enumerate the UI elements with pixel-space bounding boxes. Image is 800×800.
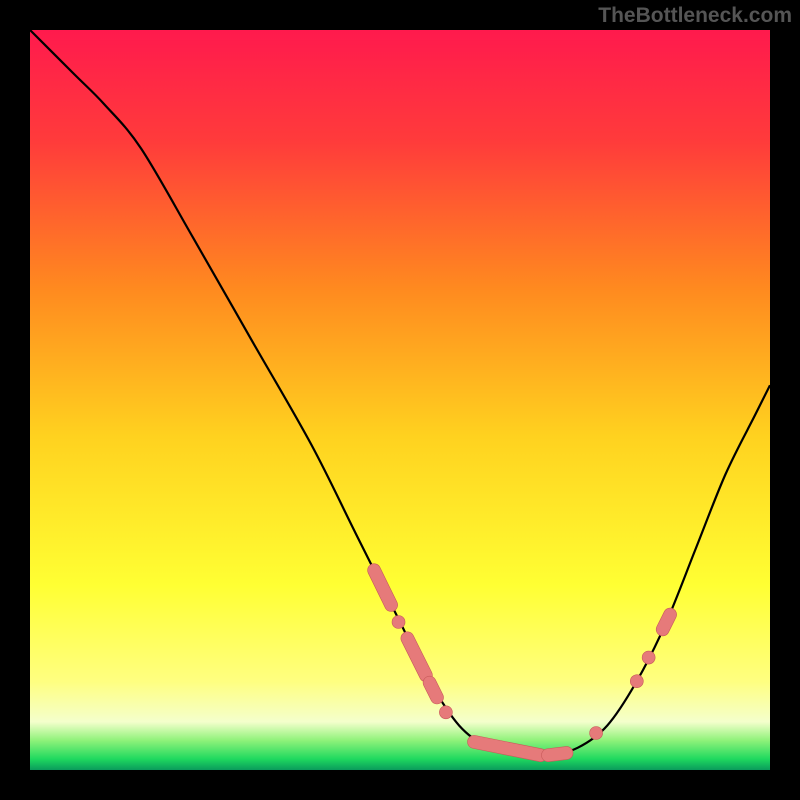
data-point-marker [392, 616, 405, 629]
data-point-marker [642, 651, 655, 664]
data-point-marker [590, 727, 603, 740]
data-cluster-marker [542, 746, 573, 761]
chart-background [30, 30, 770, 770]
watermark-text: TheBottleneck.com [598, 4, 792, 28]
data-point-marker [630, 675, 643, 688]
chart-container [30, 30, 770, 770]
bottleneck-curve-chart [30, 30, 770, 770]
data-point-marker [439, 706, 452, 719]
